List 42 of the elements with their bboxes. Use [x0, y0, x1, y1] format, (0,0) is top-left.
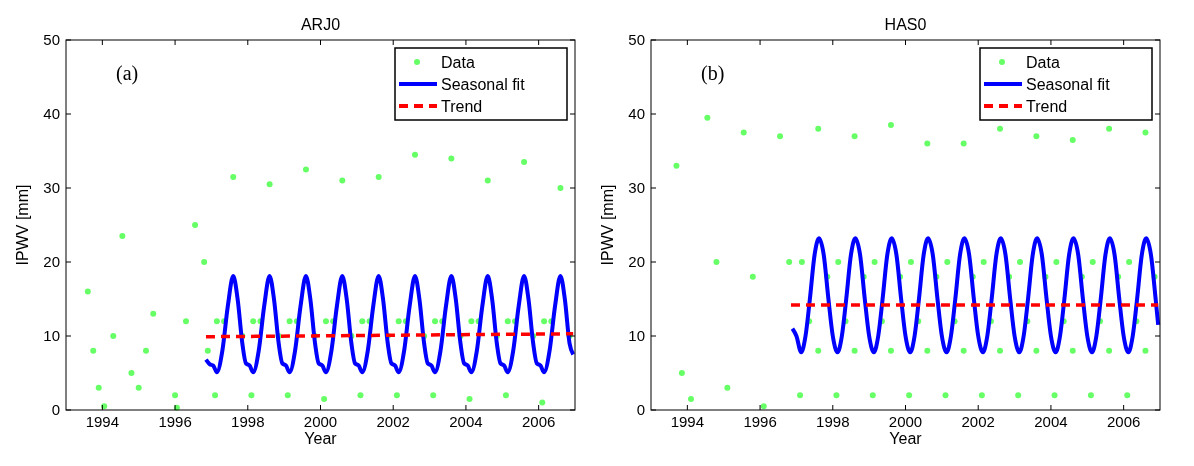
- x-tick-label: 1996: [743, 413, 777, 430]
- x-tick-label: 2006: [521, 413, 556, 430]
- x-tick-label: 2002: [961, 413, 995, 430]
- line-series: [203, 274, 576, 375]
- y-tick-label: 20: [43, 253, 60, 271]
- x-tick-label: 2002: [376, 413, 410, 430]
- x-tick-label: 1994: [670, 413, 705, 430]
- line-series: [790, 236, 1161, 355]
- y-tick-label: 40: [43, 105, 60, 123]
- y-tick-label: 20: [628, 253, 645, 271]
- legend-label: Data: [441, 53, 475, 71]
- x-tick-label: 2004: [1034, 413, 1068, 430]
- x-tick-label: 2000: [303, 413, 338, 430]
- legend-label: Seasonal fit: [441, 75, 526, 93]
- y-tick-label: 0: [51, 401, 60, 419]
- legend-label: Trend: [1026, 97, 1068, 115]
- y-axis-title: IPWV [mm]: [599, 184, 616, 266]
- annotation: (b): [701, 62, 725, 85]
- x-tick-label: 1996: [158, 413, 192, 430]
- legend-label: Seasonal fit: [1026, 75, 1111, 93]
- x-tick-label: 1998: [231, 413, 265, 430]
- x-tick-label: 2006: [1106, 413, 1141, 430]
- y-tick-label: 50: [628, 31, 645, 49]
- y-tick-label: 10: [628, 327, 645, 345]
- chart-title: ARJ0: [300, 16, 341, 33]
- x-tick-label: 1994: [85, 413, 120, 430]
- y-tick-label: 30: [43, 179, 60, 197]
- annotation: (a): [116, 62, 139, 85]
- y-tick-label: 10: [43, 327, 60, 345]
- x-tick-label: 2000: [888, 413, 923, 430]
- y-tick-label: 40: [628, 105, 645, 123]
- legend-label: Data: [1026, 53, 1060, 71]
- y-tick-label: 30: [628, 179, 645, 197]
- x-axis-title: Year: [304, 430, 338, 447]
- x-axis-title: Year: [889, 430, 923, 447]
- legend-label: Trend: [441, 97, 483, 115]
- chart-title: HAS0: [884, 16, 927, 33]
- y-tick-label: 0: [636, 401, 645, 419]
- x-tick-label: 2004: [449, 413, 483, 430]
- y-axis-title: IPWV [mm]: [14, 184, 31, 266]
- x-tick-label: 1998: [816, 413, 850, 430]
- y-tick-label: 50: [43, 31, 60, 49]
